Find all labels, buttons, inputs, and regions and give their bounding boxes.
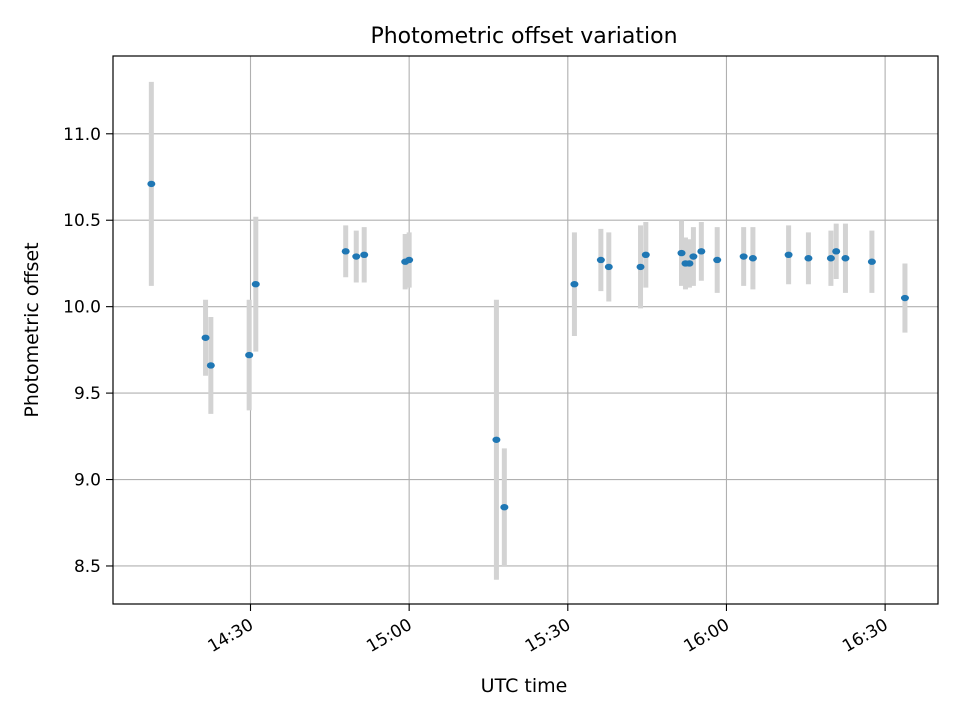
- data-point: [832, 248, 841, 255]
- x-tick-label: 15:30: [522, 615, 574, 657]
- data-point: [596, 256, 605, 264]
- plot-frame: [112, 55, 939, 605]
- x-tick-label: 15:00: [363, 615, 415, 657]
- x-tick-label: 16:30: [839, 615, 891, 657]
- data-point: [500, 503, 509, 511]
- y-tick-label: 8.5: [74, 557, 101, 577]
- y-tick-label: 10.5: [63, 211, 101, 231]
- data-point: [245, 351, 254, 359]
- data-point: [360, 251, 369, 259]
- data-point: [147, 180, 156, 188]
- y-tick-label: 10.0: [63, 298, 101, 318]
- data-point: [713, 256, 722, 264]
- data-point: [867, 258, 876, 265]
- y-axis: 8.5 9.0 9.5 10.0 10.5 11.0: [63, 125, 113, 577]
- data-point: [570, 280, 579, 288]
- data-point: [636, 263, 645, 271]
- chart-title: Photometric offset variation: [370, 24, 677, 49]
- data-point: [206, 362, 215, 369]
- data-point: [804, 255, 813, 262]
- y-tick-label: 9.0: [74, 471, 101, 491]
- x-tick-label: 14:30: [205, 615, 257, 657]
- y-tick-label: 9.5: [74, 384, 101, 404]
- data-point: [352, 253, 361, 260]
- data-point: [739, 253, 748, 260]
- y-tick-label: 11.0: [63, 125, 101, 145]
- y-axis-label: Photometric offset: [21, 242, 43, 417]
- data-point: [251, 280, 260, 288]
- data-point: [405, 256, 414, 264]
- data-point: [841, 255, 850, 262]
- data-point: [604, 263, 613, 271]
- data-point: [900, 294, 909, 302]
- data-point: [677, 249, 686, 257]
- data-point: [341, 248, 350, 255]
- data-point: [641, 251, 650, 259]
- data-point: [685, 260, 694, 267]
- x-axis-label: UTC time: [481, 675, 568, 697]
- data-point: [697, 248, 706, 255]
- x-axis: 14:30 15:00 15:30 16:00 16:30: [205, 604, 892, 657]
- data-point: [492, 436, 501, 443]
- data-point: [826, 255, 835, 262]
- x-tick-label: 16:00: [681, 615, 733, 657]
- grid-layer: [113, 56, 938, 604]
- data-point: [748, 255, 757, 262]
- data-point: [689, 253, 698, 260]
- point-layer: [147, 180, 909, 511]
- data-point: [201, 334, 210, 341]
- errorbar-layer: [148, 81, 908, 580]
- data-point: [784, 251, 793, 259]
